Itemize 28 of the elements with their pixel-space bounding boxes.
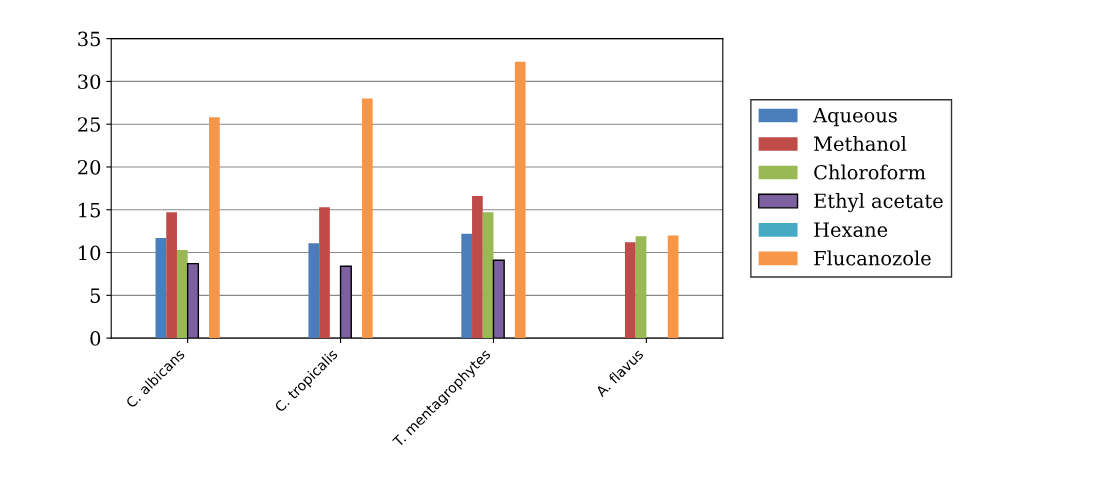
legend-label: Aqueous: [812, 108, 897, 127]
legend-label: Chloroform: [814, 164, 926, 180]
bar: [461, 233, 473, 339]
bar: [308, 243, 320, 339]
bar: [514, 61, 526, 339]
bar: [155, 237, 167, 339]
bar: [176, 249, 188, 339]
y-tick-label: 30: [78, 74, 101, 90]
y-tick-label: 35: [78, 31, 100, 47]
legend-label: Ethyl acetate: [814, 193, 943, 213]
legend-label: Methanol: [814, 136, 907, 152]
bar: [319, 207, 330, 339]
y-tick-label: 15: [79, 202, 100, 218]
bar: [166, 212, 177, 339]
bar: [472, 196, 483, 339]
y-tick-label: 0: [90, 331, 101, 346]
legend-label: Flucanozole: [814, 250, 931, 266]
y-tick-label: 25: [78, 117, 100, 132]
legend-label: Hexane: [814, 222, 888, 237]
y-tick-label: 5: [90, 288, 100, 303]
y-tick-label: 10: [79, 245, 101, 261]
y-tick-label: 20: [78, 159, 101, 175]
bar: [667, 235, 679, 339]
bar: [209, 117, 220, 339]
bar: [482, 212, 494, 339]
bar: [635, 236, 647, 339]
bar: [624, 242, 636, 339]
bar: [361, 98, 373, 339]
